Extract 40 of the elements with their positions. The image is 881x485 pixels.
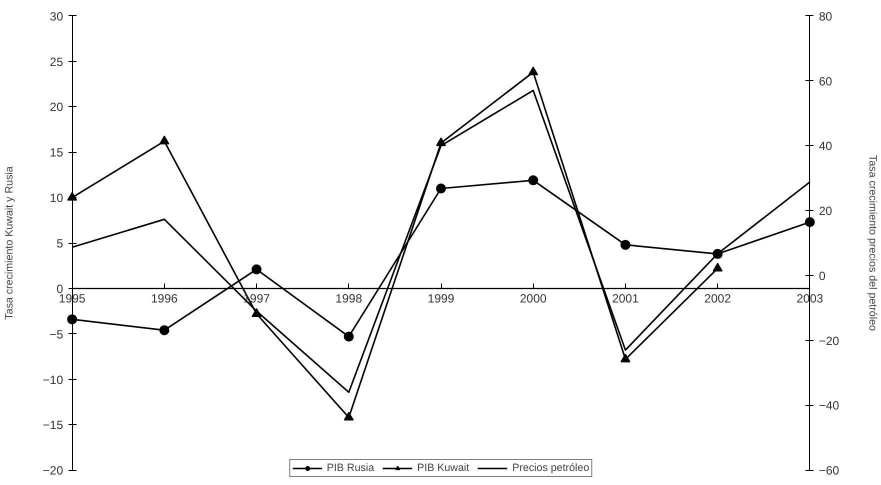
y2-tick-label: 40 bbox=[818, 139, 833, 154]
legend-label: Precios petróleo bbox=[512, 462, 590, 474]
y2-axis-title: Tasa crecimiento precios del petróleo bbox=[866, 155, 878, 332]
point bbox=[159, 136, 170, 144]
y-tick-label: −15 bbox=[42, 418, 64, 432]
x-tick-label: 1999 bbox=[428, 291, 455, 306]
point bbox=[344, 332, 354, 342]
point bbox=[528, 175, 538, 186]
x-tick-label: 1996 bbox=[151, 291, 178, 306]
y-axis-title: Tasa crecimiento Kuwait y Rusia bbox=[4, 166, 16, 320]
y-tick-label: −20 bbox=[42, 464, 64, 478]
point bbox=[344, 412, 354, 421]
y-tick-label: 20 bbox=[50, 100, 64, 114]
y2-tick-label: −40 bbox=[818, 398, 840, 413]
y2-tick-label: −20 bbox=[818, 334, 840, 348]
x-tick-label: 2000 bbox=[520, 291, 547, 306]
point bbox=[620, 240, 630, 250]
legend-label: PIB Rusia bbox=[326, 462, 374, 474]
y-tick-label: −10 bbox=[42, 372, 64, 387]
x-tick-label: 2001 bbox=[612, 291, 640, 306]
x-tick-label: 1998 bbox=[335, 291, 362, 306]
y2-tick-label: 80 bbox=[818, 9, 833, 24]
point bbox=[620, 354, 630, 362]
point bbox=[252, 264, 262, 274]
y-tick-label: −5 bbox=[49, 327, 64, 342]
x-tick-label: 2002 bbox=[704, 291, 732, 306]
y2-tick-label: −60 bbox=[818, 464, 840, 478]
y-tick-label: 30 bbox=[50, 9, 64, 24]
y2-tick-label: 60 bbox=[818, 74, 833, 88]
y2-tick-label: 20 bbox=[818, 204, 833, 218]
y-tick-label: 25 bbox=[50, 54, 64, 69]
point bbox=[436, 183, 446, 194]
point bbox=[159, 325, 170, 336]
legend-label: PIB Kuwait bbox=[417, 462, 470, 474]
y-tick-label: 15 bbox=[50, 146, 64, 160]
y-tick-label: 10 bbox=[50, 191, 64, 206]
y2-tick-label: 0 bbox=[818, 268, 826, 283]
y-tick-label: 5 bbox=[56, 236, 64, 250]
point bbox=[712, 262, 723, 272]
point bbox=[528, 66, 538, 76]
